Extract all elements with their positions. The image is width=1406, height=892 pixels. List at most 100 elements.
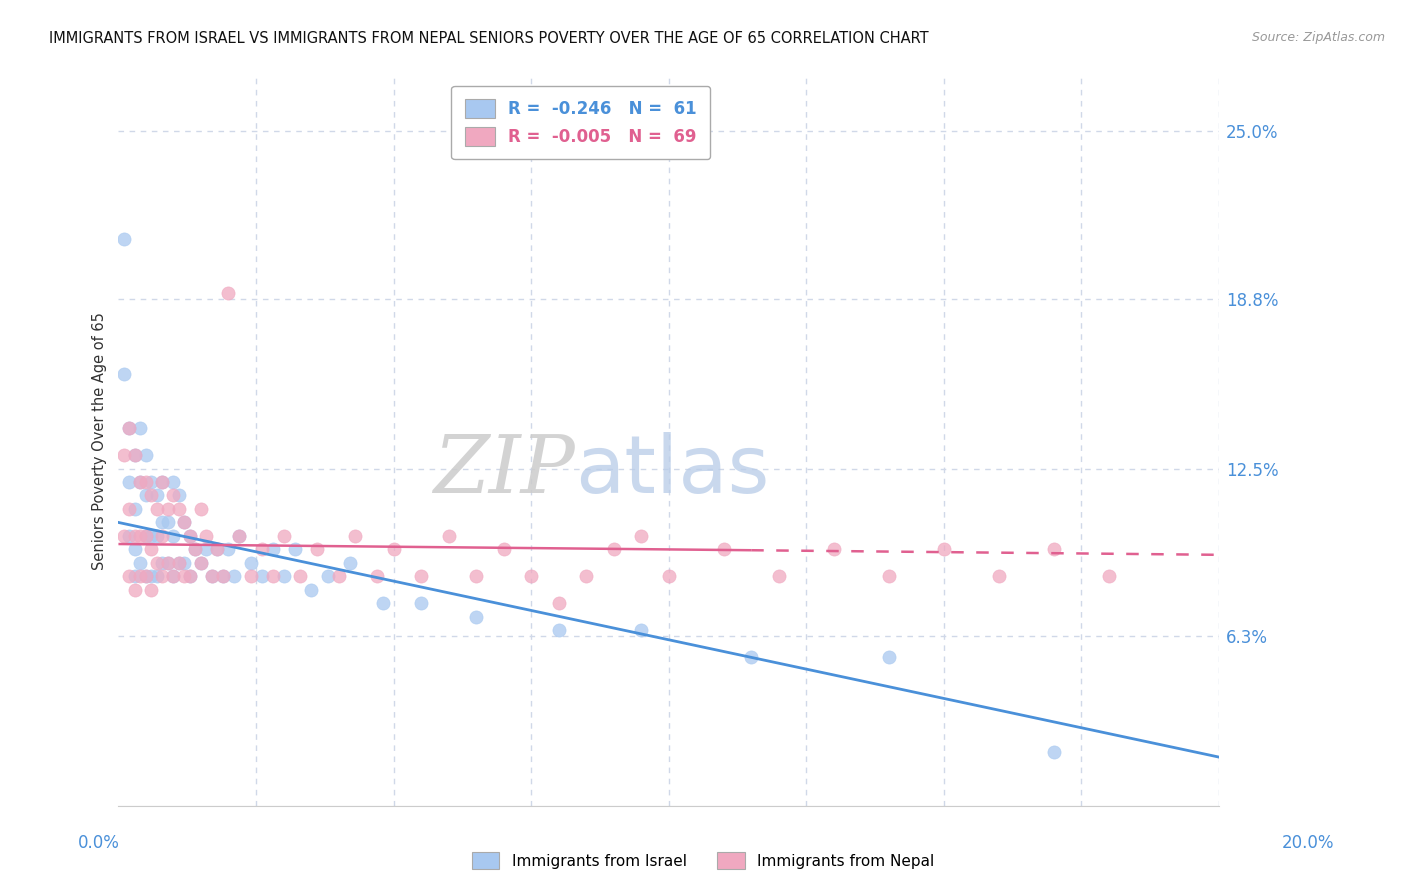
Point	[156, 516, 179, 530]
Point	[328, 569, 350, 583]
Point	[118, 421, 141, 435]
Point	[124, 448, 146, 462]
Point	[135, 475, 157, 489]
Point	[179, 569, 201, 583]
Point	[409, 596, 432, 610]
Point	[299, 582, 322, 597]
Point	[124, 542, 146, 557]
Point	[124, 529, 146, 543]
Point	[141, 529, 163, 543]
Point	[112, 448, 135, 462]
Point	[288, 569, 311, 583]
Point	[184, 542, 207, 557]
Point	[156, 556, 179, 570]
Point	[146, 502, 169, 516]
Point	[167, 556, 190, 570]
Point	[195, 529, 218, 543]
Point	[201, 569, 224, 583]
Point	[465, 569, 488, 583]
Point	[262, 569, 284, 583]
Point	[228, 529, 250, 543]
Point	[382, 542, 405, 557]
Point	[273, 529, 295, 543]
Point	[547, 596, 569, 610]
Point	[344, 529, 367, 543]
Point	[877, 650, 900, 665]
Point	[212, 569, 235, 583]
Point	[118, 475, 141, 489]
Point	[366, 569, 388, 583]
Point	[173, 556, 195, 570]
Point	[112, 232, 135, 246]
Point	[273, 569, 295, 583]
Point	[141, 569, 163, 583]
Point	[167, 488, 190, 502]
Point	[141, 542, 163, 557]
Point	[190, 502, 212, 516]
Point	[135, 529, 157, 543]
Point	[118, 529, 141, 543]
Point	[135, 569, 157, 583]
Point	[141, 582, 163, 597]
Point	[250, 542, 273, 557]
Point	[339, 556, 361, 570]
Point	[250, 569, 273, 583]
Point	[305, 542, 328, 557]
Point	[141, 475, 163, 489]
Point	[112, 367, 135, 381]
Point	[228, 529, 250, 543]
Legend: R =  -0.246   N =  61, R =  -0.005   N =  69: R = -0.246 N = 61, R = -0.005 N = 69	[451, 86, 710, 160]
Point	[135, 569, 157, 583]
Point	[1098, 569, 1121, 583]
Point	[146, 529, 169, 543]
Text: atlas: atlas	[575, 432, 769, 509]
Point	[156, 502, 179, 516]
Point	[152, 529, 174, 543]
Point	[602, 542, 624, 557]
Point	[135, 488, 157, 502]
Point	[658, 569, 681, 583]
Point	[135, 529, 157, 543]
Point	[207, 542, 229, 557]
Point	[179, 529, 201, 543]
Point	[173, 516, 195, 530]
Point	[218, 542, 240, 557]
Point	[112, 529, 135, 543]
Point	[167, 556, 190, 570]
Point	[135, 448, 157, 462]
Point	[409, 569, 432, 583]
Point	[129, 556, 152, 570]
Point	[437, 529, 460, 543]
Point	[1043, 542, 1066, 557]
Point	[190, 556, 212, 570]
Point	[630, 529, 652, 543]
Point	[283, 542, 305, 557]
Text: IMMIGRANTS FROM ISRAEL VS IMMIGRANTS FROM NEPAL SENIORS POVERTY OVER THE AGE OF : IMMIGRANTS FROM ISRAEL VS IMMIGRANTS FRO…	[49, 31, 929, 46]
Point	[239, 556, 262, 570]
Point	[262, 542, 284, 557]
Point	[162, 475, 184, 489]
Point	[465, 610, 488, 624]
Point	[371, 596, 394, 610]
Point	[932, 542, 955, 557]
Text: 0.0%: 0.0%	[77, 834, 120, 852]
Point	[179, 529, 201, 543]
Point	[184, 542, 207, 557]
Point	[190, 556, 212, 570]
Point	[173, 569, 195, 583]
Point	[195, 542, 218, 557]
Point	[124, 582, 146, 597]
Point	[179, 569, 201, 583]
Point	[129, 421, 152, 435]
Point	[492, 542, 515, 557]
Point	[1043, 745, 1066, 759]
Point	[152, 475, 174, 489]
Point	[129, 475, 152, 489]
Point	[162, 488, 184, 502]
Text: 20.0%: 20.0%	[1281, 834, 1334, 852]
Point	[823, 542, 845, 557]
Point	[118, 569, 141, 583]
Text: Source: ZipAtlas.com: Source: ZipAtlas.com	[1251, 31, 1385, 45]
Point	[713, 542, 735, 557]
Y-axis label: Seniors Poverty Over the Age of 65: Seniors Poverty Over the Age of 65	[93, 312, 107, 571]
